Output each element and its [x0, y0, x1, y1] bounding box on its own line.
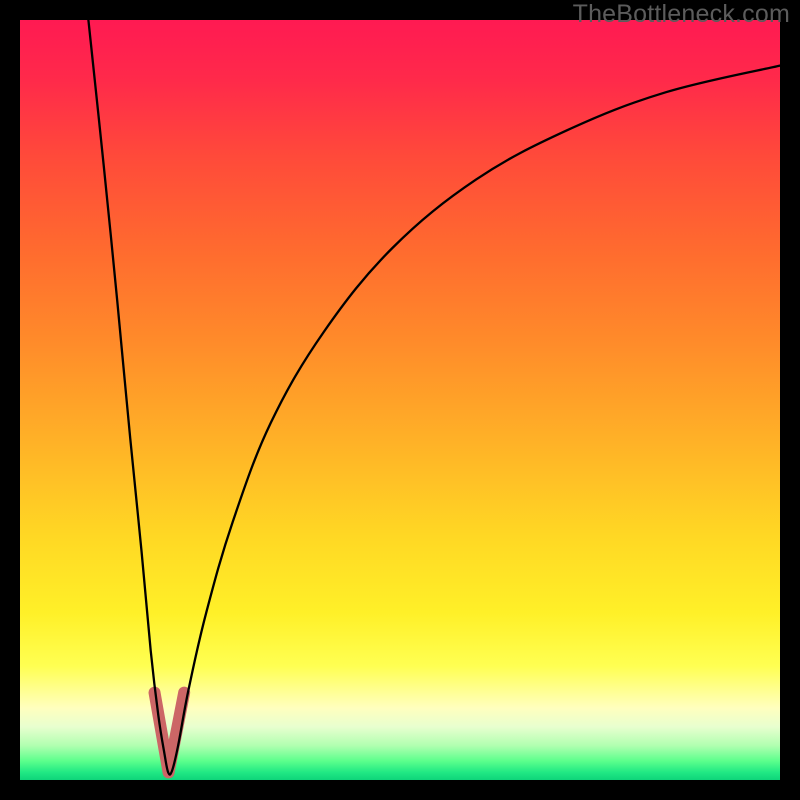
watermark-text: TheBottleneck.com — [573, 0, 790, 29]
chart-container: TheBottleneck.com — [0, 0, 800, 800]
curve-layer — [20, 20, 780, 780]
plot-area — [20, 20, 780, 780]
bottleneck-curve — [88, 20, 780, 775]
